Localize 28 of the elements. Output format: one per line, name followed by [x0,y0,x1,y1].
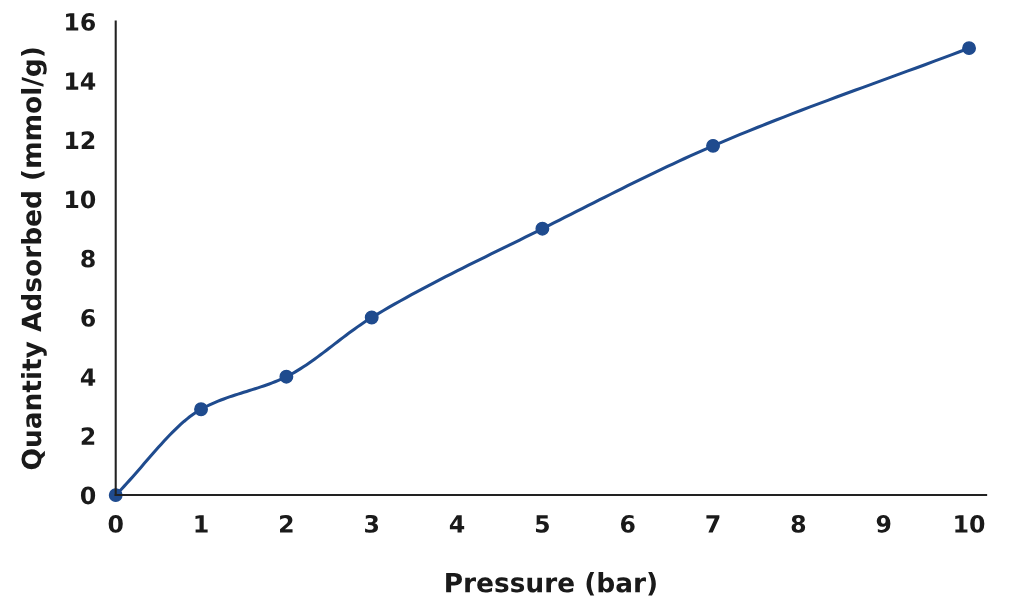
point [279,369,294,384]
point [962,41,976,56]
y-tick-label: 0 [80,486,96,505]
x-tick-label: 5 [535,515,549,533]
point [194,402,208,417]
x-tick-label: 2 [280,514,293,533]
y-tick-label: 10 [66,190,96,209]
x-tick-label: 7 [706,515,720,533]
y-axis-title: Quantity Adsorbed (mmol/g) [21,48,47,470]
y-tick-label: 14 [66,72,96,90]
point [706,138,720,153]
y-tick-label: 6 [81,308,95,327]
x-tick-label: 3 [365,514,379,533]
x-tick-label: 9 [876,514,891,533]
point [535,221,550,236]
y-tick-label: 8 [81,249,95,268]
x-tick-label: 6 [620,514,635,533]
point [364,310,379,325]
x-tick-label: 1 [195,515,208,533]
y-tick-label: 16 [66,12,95,31]
y-tick-label: 2 [81,427,95,445]
y-tick-label: 4 [80,368,96,386]
x-tick-label: 10 [955,514,985,533]
x-tick-label: 4 [449,515,465,533]
x-tick-label: 8 [791,514,806,533]
y-tick-label: 12 [66,131,95,149]
x-axis-title: Pressure (bar) [446,572,656,596]
x-tick-label: 0 [108,514,123,533]
